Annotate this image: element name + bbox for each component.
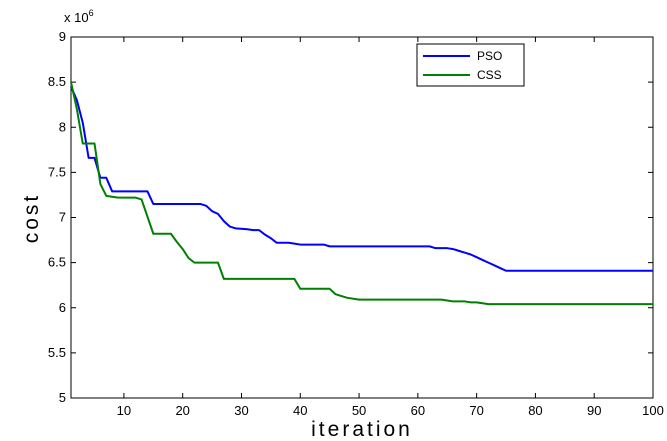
x-tick-label: 20 [175,403,189,418]
legend-box [417,44,524,86]
x-tick-label: 50 [352,403,366,418]
x-tick-label: 60 [411,403,425,418]
y-tick-label: 7 [59,210,66,225]
y-tick-label: 7.5 [48,164,66,179]
x-tick-label: 100 [642,403,664,418]
y-tick-label: 8 [59,119,66,134]
y-tick-label: 9 [59,29,66,44]
x-tick-label: 90 [587,403,601,418]
x-tick-label: 70 [469,403,483,418]
y-exponent-label: x 106 [64,8,94,25]
legend-label-css: CSS [477,68,502,82]
y-tick-label: 6.5 [48,255,66,270]
x-axis-label: iteration [311,418,413,441]
y-tick-label: 5 [59,390,66,405]
x-tick-label: 40 [293,403,307,418]
y-axis-label: cost [20,193,43,244]
x-tick-label: 10 [117,403,131,418]
x-tick-label: 80 [528,403,542,418]
plot-area [71,37,653,398]
legend: PSO CSS [417,44,524,86]
y-tick-label: 5.5 [48,345,66,360]
y-tick-label: 8.5 [48,74,66,89]
legend-label-pso: PSO [477,49,502,63]
y-tick-label: 6 [59,300,66,315]
x-tick-label: 30 [234,403,248,418]
